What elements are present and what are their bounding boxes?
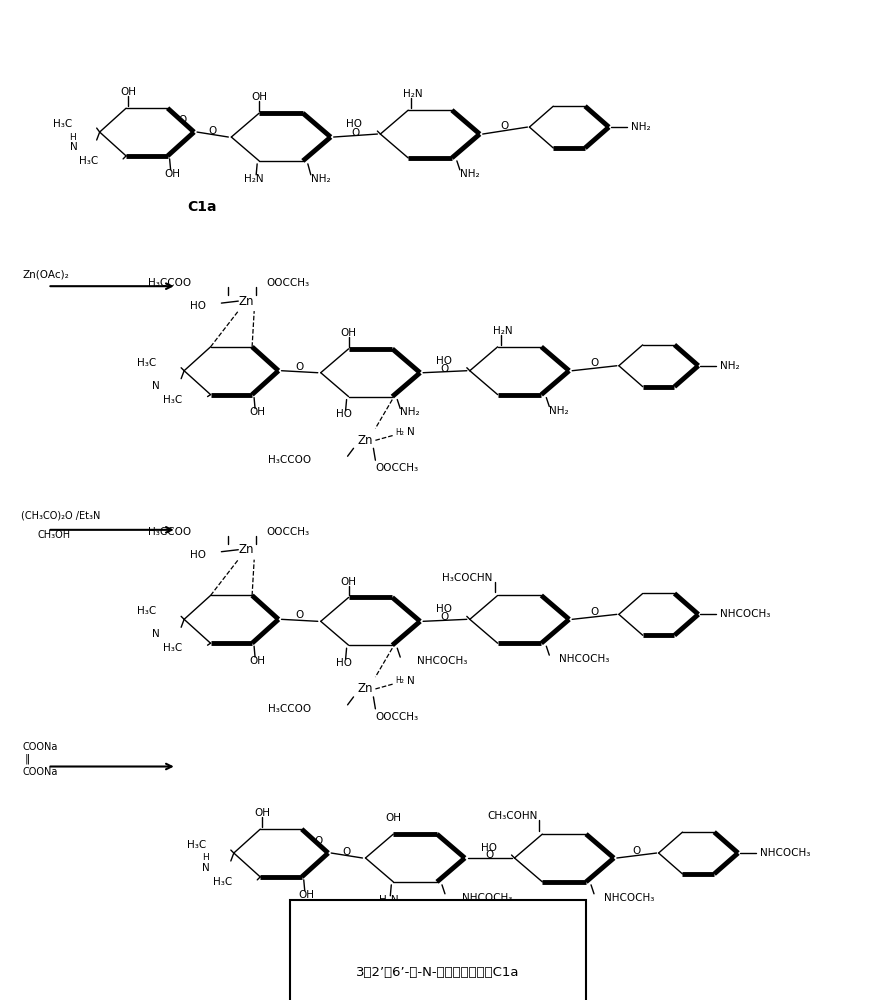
Text: C1a: C1a [187, 200, 217, 214]
Text: O: O [352, 128, 360, 138]
Text: HO: HO [336, 658, 352, 668]
Text: NHCOCH₃: NHCOCH₃ [760, 848, 810, 858]
Text: H₃C: H₃C [163, 643, 182, 653]
Text: HO: HO [190, 550, 206, 560]
Text: OH: OH [120, 87, 136, 97]
Text: O: O [632, 846, 640, 856]
Text: O: O [501, 121, 509, 131]
Text: OH: OH [165, 169, 181, 179]
Text: O: O [441, 612, 449, 622]
Text: Zn: Zn [239, 543, 254, 556]
Text: H₃CCOO: H₃CCOO [148, 527, 191, 537]
Text: NHCOCH₃: NHCOCH₃ [462, 893, 512, 903]
Text: OH: OH [251, 92, 267, 102]
Text: O: O [296, 610, 303, 620]
Text: COONa: COONa [23, 742, 58, 752]
Text: NH₂: NH₂ [401, 407, 420, 417]
Text: NH₂: NH₂ [631, 122, 651, 132]
Text: OOCCH₃: OOCCH₃ [375, 712, 418, 722]
Text: O: O [209, 126, 217, 136]
Text: O: O [486, 850, 494, 860]
Text: N: N [407, 676, 415, 686]
Text: COONa: COONa [23, 767, 58, 777]
Text: HO: HO [481, 843, 496, 853]
Text: H₃CCOO: H₃CCOO [148, 278, 191, 288]
Text: Zn(OAc)₂: Zn(OAc)₂ [23, 269, 69, 279]
Text: OOCCH₃: OOCCH₃ [375, 463, 418, 473]
Text: HO: HO [436, 356, 452, 366]
Text: Zn: Zn [358, 434, 374, 447]
Text: OH: OH [249, 407, 265, 417]
Text: (CH₃CO)₂O /Et₃N: (CH₃CO)₂O /Et₃N [21, 511, 100, 521]
Text: OH: OH [254, 808, 270, 818]
Text: H₃C: H₃C [79, 156, 98, 166]
Text: O: O [296, 362, 303, 372]
Text: HO: HO [190, 301, 206, 311]
Text: NHCOCH₃: NHCOCH₃ [417, 656, 467, 666]
Text: H: H [203, 854, 209, 862]
Text: H₃CCOO: H₃CCOO [267, 455, 310, 465]
Text: H₃C: H₃C [163, 395, 182, 405]
Text: N: N [70, 142, 78, 152]
Text: H₃C: H₃C [213, 877, 232, 887]
Text: NH₂: NH₂ [549, 406, 569, 416]
Text: NHCOCH₃: NHCOCH₃ [604, 893, 654, 903]
Text: OH: OH [385, 813, 402, 823]
Text: H₃C: H₃C [53, 119, 72, 129]
Text: NH₂: NH₂ [720, 361, 740, 371]
Text: HO: HO [346, 119, 362, 129]
Text: H₃C: H₃C [187, 840, 206, 850]
Text: H₂: H₂ [396, 428, 404, 437]
Text: H₂N: H₂N [403, 89, 423, 99]
Text: OH: OH [299, 890, 315, 900]
Text: HO: HO [336, 409, 352, 419]
Text: O: O [343, 847, 351, 857]
Text: NH₂: NH₂ [460, 169, 480, 179]
Text: NHCOCH₃: NHCOCH₃ [560, 654, 610, 664]
Text: N: N [203, 863, 210, 873]
Text: H₂N: H₂N [245, 174, 264, 184]
Text: CH₃OH: CH₃OH [38, 530, 71, 540]
Text: NH₂: NH₂ [311, 174, 331, 184]
Text: HO: HO [436, 604, 452, 614]
Text: N: N [152, 629, 160, 639]
Text: O: O [441, 364, 449, 374]
Text: OH: OH [340, 328, 357, 338]
Text: H₃CCOO: H₃CCOO [267, 704, 310, 714]
Text: OOCCH₃: OOCCH₃ [266, 278, 310, 288]
Text: OH: OH [249, 656, 265, 666]
Text: H₃COCHN: H₃COCHN [442, 573, 493, 583]
Text: OH: OH [340, 577, 357, 587]
Text: CH₃COHN: CH₃COHN [487, 811, 538, 821]
Text: O: O [590, 358, 598, 368]
Text: H₃C: H₃C [137, 358, 156, 368]
Text: O: O [179, 115, 187, 125]
Text: 3，2’，6’-三-N-乙酰基庆大霉素C1a: 3，2’，6’-三-N-乙酰基庆大霉素C1a [356, 966, 520, 979]
Text: N: N [407, 427, 415, 437]
Text: ‖: ‖ [25, 753, 30, 764]
Text: H: H [69, 133, 75, 142]
Text: NHCOCH₃: NHCOCH₃ [720, 609, 771, 619]
Text: OOCCH₃: OOCCH₃ [266, 527, 310, 537]
Text: Zn: Zn [358, 682, 374, 695]
Text: Zn: Zn [239, 295, 254, 308]
Text: N: N [152, 381, 160, 391]
Text: H₃C: H₃C [137, 606, 156, 616]
Text: H₂N: H₂N [493, 326, 512, 336]
Text: H₂N: H₂N [379, 895, 398, 905]
Text: O: O [315, 836, 323, 846]
Text: H₂: H₂ [396, 676, 404, 685]
Text: O: O [590, 607, 598, 617]
